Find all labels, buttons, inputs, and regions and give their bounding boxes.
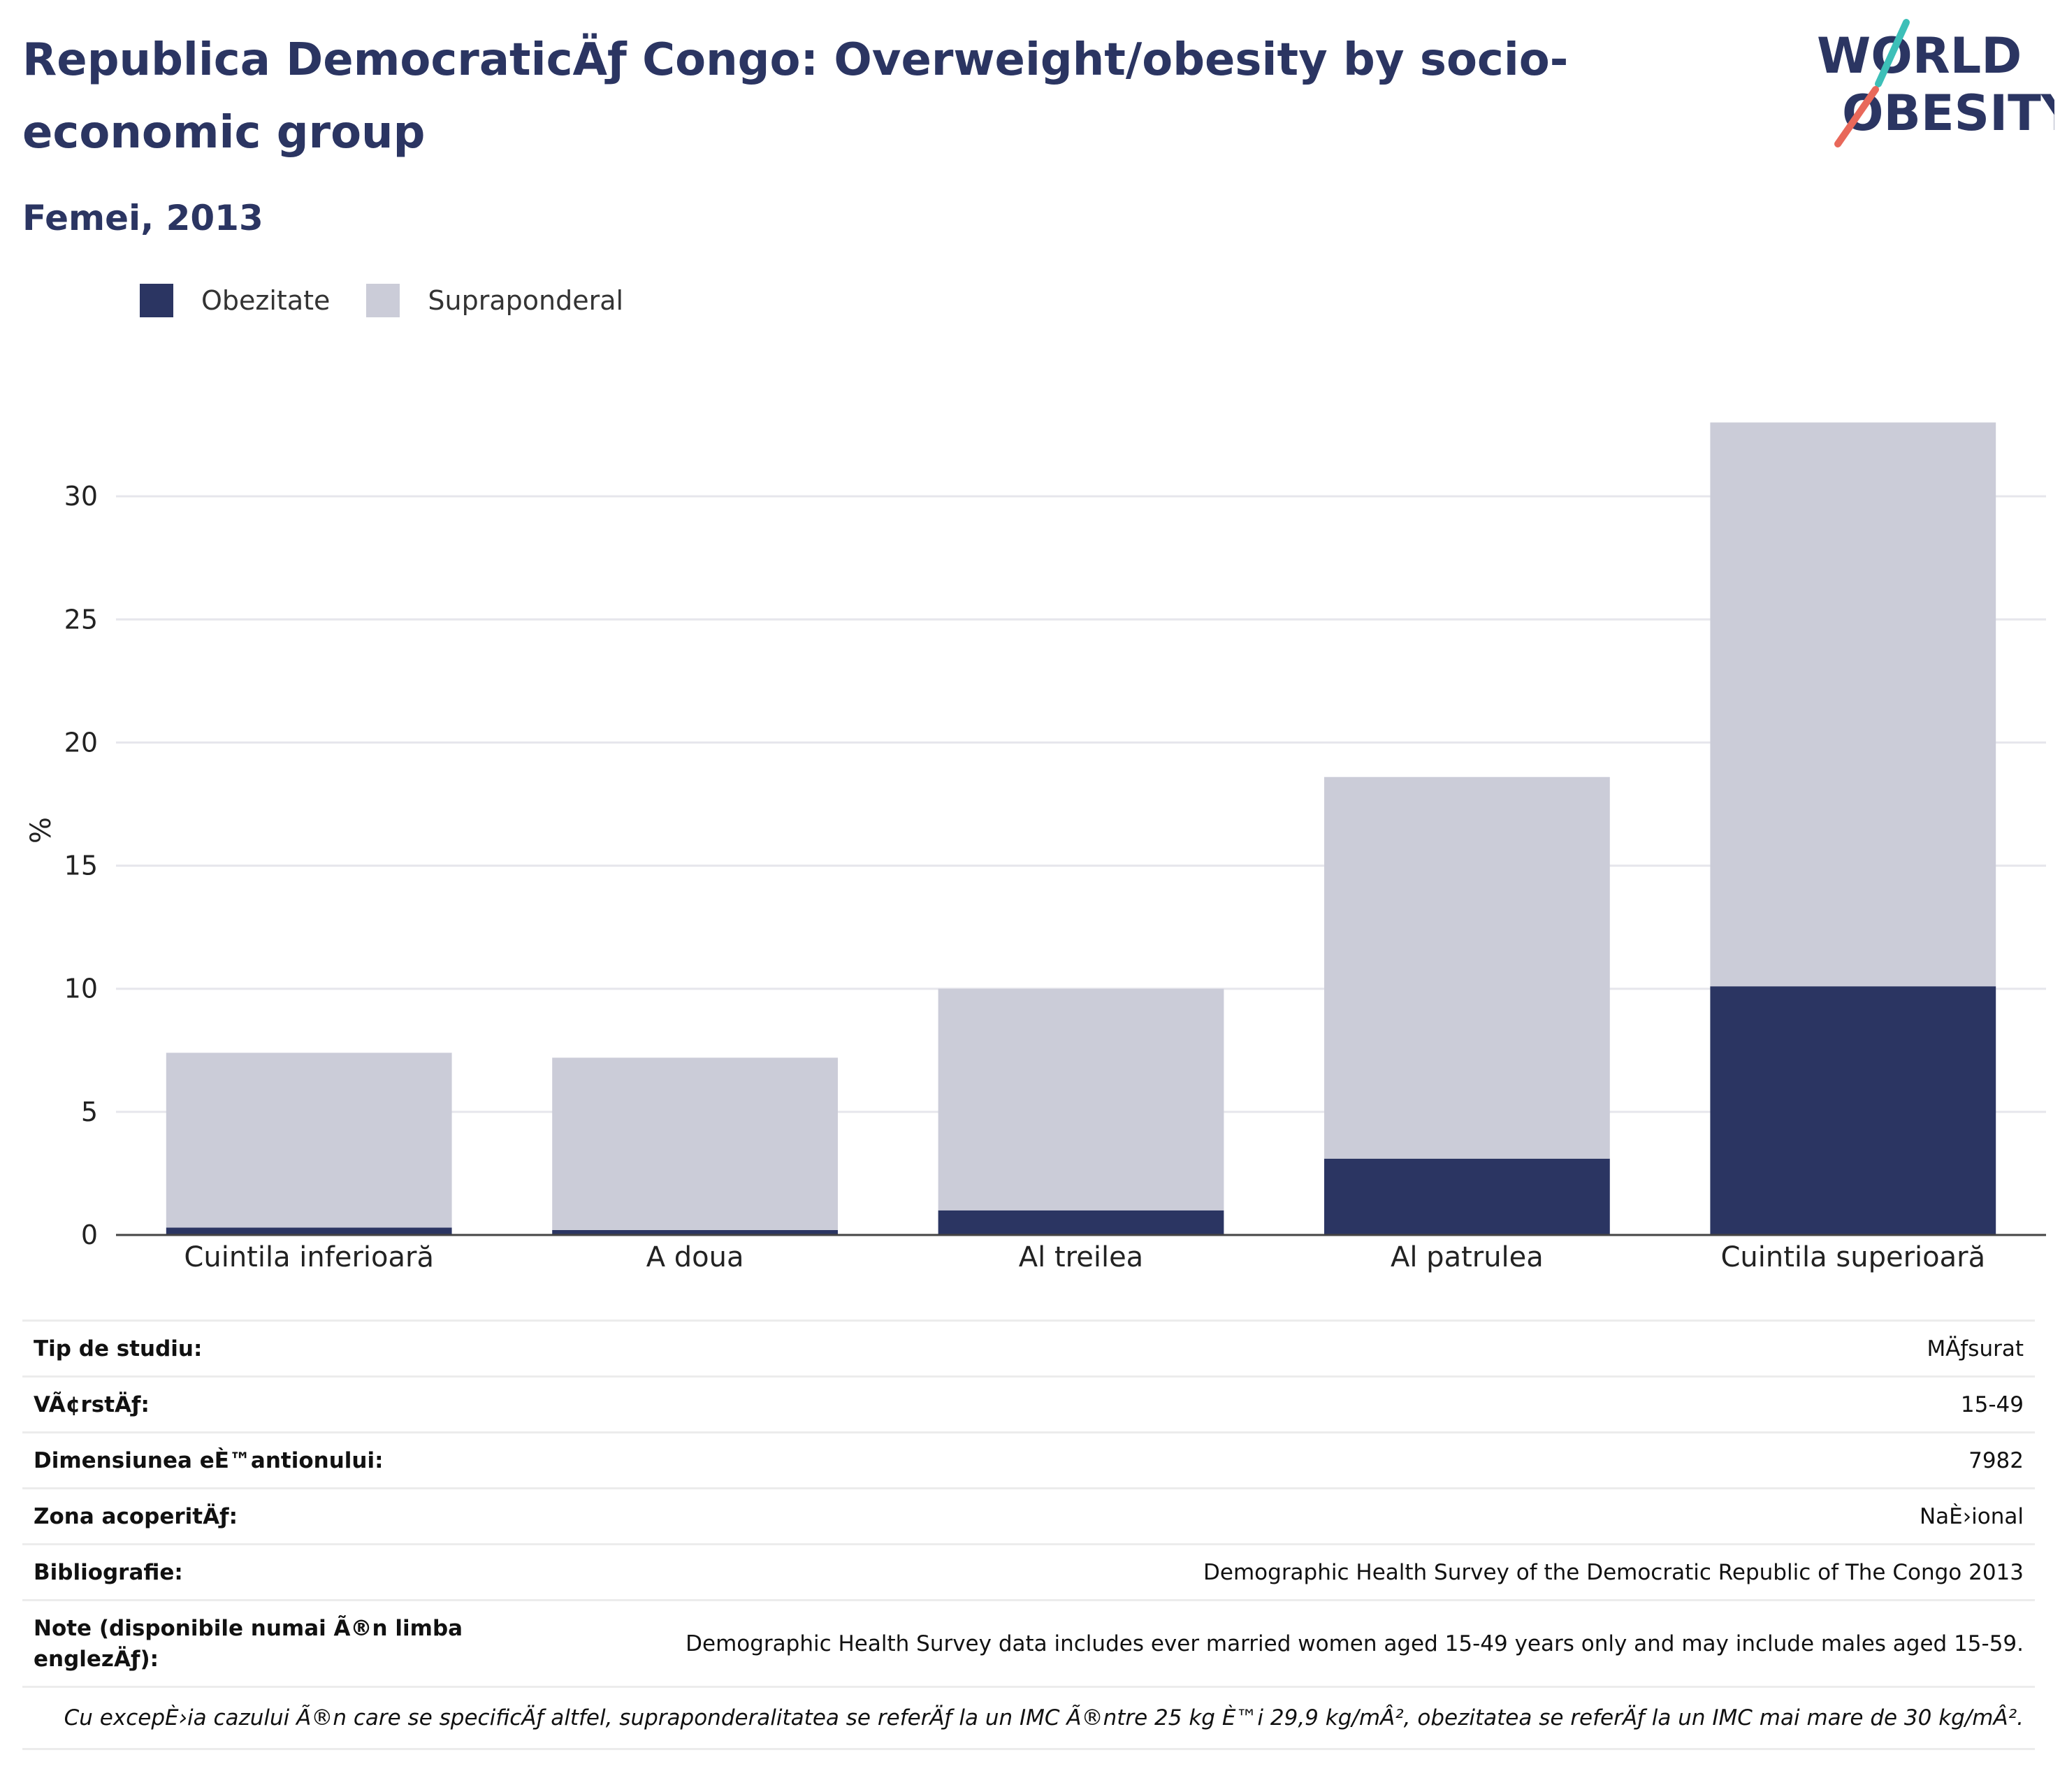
x-tick-label: Al treilea	[1019, 1241, 1143, 1273]
bar-overweight-3[interactable]	[1324, 776, 1610, 1159]
bar-obesity-0[interactable]	[166, 1227, 452, 1235]
x-tick-label: Cuintila superioară	[1721, 1241, 1986, 1273]
legend-item-overweight[interactable]: Supraponderal	[366, 284, 623, 317]
bar-obesity-4[interactable]	[1710, 986, 1996, 1235]
legend-label-overweight: Supraponderal	[428, 285, 624, 316]
info-label: Tip de studiu:	[34, 1336, 203, 1361]
x-tick-label: Al patrulea	[1391, 1241, 1544, 1273]
info-label: VÃ¢rstÄƒ:	[34, 1392, 150, 1417]
definition-footnote: Cu excepÈ›ia cazului Ã®n care se specifi…	[22, 1686, 2035, 1750]
info-value: 15-49	[1960, 1392, 2024, 1417]
y-tick-label: 15	[64, 851, 98, 881]
bar-obesity-2[interactable]	[938, 1210, 1224, 1235]
info-row-area-covered: Zona acoperitÄƒ: NaÈ›ional	[22, 1487, 2035, 1543]
bar-overweight-4[interactable]	[1710, 422, 1996, 987]
bar-chart: 0 5 10 15 20 25 30 Cuintila inferioară A doua Al…	[25, 422, 2046, 1273]
info-row-notes: Note (disponibile numai Ã®n limba englez…	[22, 1599, 2035, 1686]
y-axis-label: %	[25, 817, 57, 844]
info-label: Note (disponibile numai Ã®n limba englez…	[34, 1615, 463, 1672]
info-label: Zona acoperitÄƒ:	[34, 1503, 238, 1529]
info-value: Demographic Health Survey data includes …	[686, 1631, 2024, 1656]
info-row-sample-size: Dimensiunea eÈ™antionului: 7982	[22, 1431, 2035, 1487]
chart-subtitle: Femei, 2013	[22, 198, 263, 238]
x-tick-label: Cuintila inferioară	[184, 1241, 434, 1273]
info-value: Demographic Health Survey of the Democra…	[1203, 1559, 2024, 1585]
bar-obesity-1[interactable]	[552, 1229, 838, 1235]
info-value: MÄƒsurat	[1927, 1336, 2024, 1361]
info-label: Dimensiunea eÈ™antionului:	[34, 1447, 384, 1473]
world-obesity-logo: WORLD OBESITY	[1817, 19, 2054, 147]
x-axis-ticks: Cuintila inferioară A doua Al treilea Al pa…	[184, 1241, 1985, 1273]
info-table: Tip de studiu: MÄƒsurat VÃ¢rstÄƒ: 15-49 …	[22, 1320, 2035, 1750]
y-tick-label: 10	[64, 974, 98, 1004]
bar-overweight-0[interactable]	[166, 1053, 452, 1228]
info-value: 7982	[1968, 1447, 2024, 1473]
logo-line-1: WORLD	[1817, 27, 2022, 85]
chart-title: Republica DemocraticÄƒ Congo: Overweight…	[22, 34, 1569, 159]
bar-overweight-2[interactable]	[938, 988, 1224, 1211]
x-tick-label: A doua	[646, 1241, 744, 1273]
logo-line-2: OBESITY	[1842, 85, 2054, 142]
info-label: Bibliografie:	[34, 1559, 183, 1585]
y-tick-label: 20	[64, 727, 98, 758]
y-axis-ticks: 0 5 10 15 20 25 30	[64, 481, 98, 1250]
y-tick-label: 5	[81, 1097, 98, 1127]
y-tick-label: 30	[64, 481, 98, 512]
info-row-age: VÃ¢rstÄƒ: 15-49	[22, 1375, 2035, 1431]
bars	[166, 422, 1996, 1235]
info-row-bibliography: Bibliografie: Demographic Health Survey …	[22, 1543, 2035, 1599]
info-value: NaÈ›ional	[1919, 1503, 2024, 1529]
info-row-study-type: Tip de studiu: MÄƒsurat	[22, 1320, 2035, 1375]
y-tick-label: 25	[64, 604, 98, 635]
legend-swatch-obesity	[140, 284, 173, 317]
chart-legend: Obezitate Supraponderal	[140, 276, 660, 325]
legend-label-obesity: Obezitate	[201, 285, 331, 316]
bar-obesity-3[interactable]	[1324, 1158, 1610, 1235]
legend-item-obesity[interactable]: Obezitate	[140, 284, 330, 317]
logo-slash-coral	[1834, 86, 1879, 147]
bar-overweight-1[interactable]	[552, 1057, 838, 1230]
logo-slash-teal	[1875, 19, 1910, 87]
y-tick-label: 0	[81, 1220, 98, 1250]
legend-swatch-overweight	[366, 284, 400, 317]
